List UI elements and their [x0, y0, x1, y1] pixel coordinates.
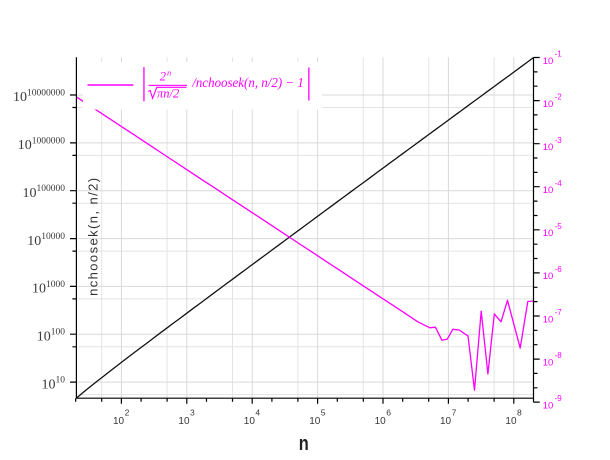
svg-text:/nchoosek(n, n/2) − 1: /nchoosek(n, n/2) − 1 [191, 76, 303, 91]
svg-text:10: 10 [113, 416, 125, 427]
svg-text:3: 3 [190, 408, 195, 418]
svg-text:10: 10 [543, 185, 554, 196]
svg-text:5: 5 [321, 408, 326, 418]
svg-text:πn/2: πn/2 [157, 87, 179, 101]
svg-text:-2: -2 [555, 93, 563, 102]
svg-text:-3: -3 [555, 136, 563, 145]
svg-text:2: 2 [160, 69, 166, 83]
svg-text:10: 10 [543, 56, 554, 67]
svg-text:7: 7 [452, 408, 457, 418]
svg-text:nchoosek(n, n/2): nchoosek(n, n/2) [86, 178, 101, 296]
svg-text:10: 10 [244, 416, 256, 427]
svg-text:-6: -6 [555, 265, 563, 274]
svg-text:10: 10 [543, 357, 554, 368]
svg-text:10: 10 [440, 416, 452, 427]
svg-text:10: 10 [543, 99, 554, 110]
svg-text:10: 10 [505, 416, 517, 427]
svg-text:-1: -1 [555, 50, 563, 59]
svg-text:2: 2 [125, 408, 130, 418]
svg-text:8: 8 [517, 408, 522, 418]
svg-text:10: 10 [178, 416, 190, 427]
svg-text:-4: -4 [555, 179, 563, 188]
svg-text:10: 10 [543, 142, 554, 153]
svg-text:n: n [299, 431, 309, 454]
svg-text:10: 10 [543, 400, 554, 411]
svg-text:n: n [167, 67, 171, 77]
svg-text:10: 10 [543, 271, 554, 282]
svg-text:-7: -7 [555, 308, 563, 317]
svg-text:-9: -9 [555, 394, 563, 403]
svg-text:10: 10 [309, 416, 321, 427]
svg-text:10: 10 [375, 416, 387, 427]
svg-text:6: 6 [386, 408, 391, 418]
svg-text:10: 10 [543, 314, 554, 325]
svg-text:-5: -5 [555, 222, 563, 231]
svg-text:4: 4 [255, 408, 260, 418]
svg-text:10: 10 [543, 228, 554, 239]
svg-text:-8: -8 [555, 351, 563, 360]
